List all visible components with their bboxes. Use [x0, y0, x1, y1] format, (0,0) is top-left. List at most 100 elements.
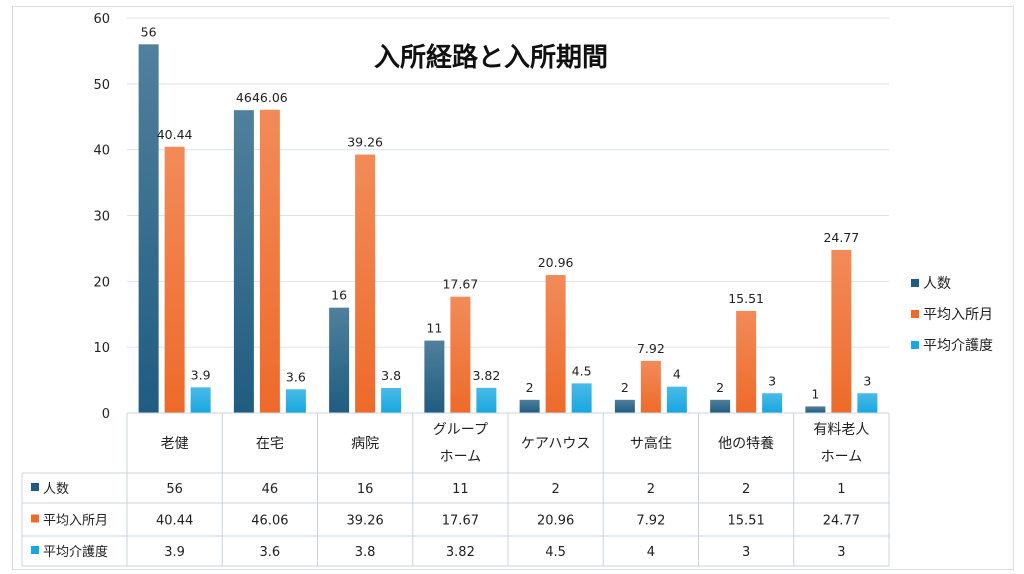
table-cell: 39.26 — [347, 514, 384, 529]
bar-平均入所月 — [450, 296, 471, 413]
table-cell: 24.77 — [823, 514, 860, 529]
data-label: 3.6 — [286, 369, 306, 384]
table-cell: 3 — [742, 545, 750, 560]
bar-平均入所月 — [164, 146, 185, 413]
data-label: 46.06 — [252, 90, 288, 105]
table-cell: 3.82 — [446, 545, 475, 560]
table-cell: 3 — [837, 545, 845, 560]
table-cell: 2 — [742, 482, 750, 497]
data-label: 2 — [621, 380, 629, 395]
table-cell: 4 — [647, 545, 655, 560]
legend-label: 平均介護度 — [923, 338, 993, 354]
legend-swatch — [911, 279, 919, 287]
bar-平均介護度 — [571, 383, 592, 413]
data-label: 20.96 — [538, 255, 574, 270]
table-cell: 16 — [357, 482, 374, 497]
x-tick-label: 他の特養 — [718, 435, 774, 452]
bar-人数 — [329, 307, 350, 413]
bar-平均入所月 — [831, 249, 852, 413]
bar-平均入所月 — [355, 154, 376, 413]
table-row-header: 平均入所月 — [43, 514, 108, 529]
y-tick-label: 50 — [93, 78, 110, 93]
table-legend-swatch — [31, 546, 39, 554]
bar-平均介護度 — [857, 393, 878, 413]
table-legend-swatch — [31, 483, 39, 491]
table-row-header: 人数 — [43, 482, 69, 497]
x-tick-label: サ高住 — [630, 435, 672, 452]
bar-人数 — [138, 44, 159, 413]
data-label: 3.82 — [472, 368, 500, 383]
table-cell: 7.92 — [636, 514, 665, 529]
data-label: 2 — [716, 380, 724, 395]
table-cell: 56 — [166, 482, 183, 497]
x-tick-label: 老健 — [161, 436, 189, 452]
chart-title: 入所経路と入所期間 — [374, 42, 608, 73]
data-label: 56 — [141, 24, 157, 39]
bar-人数 — [424, 340, 445, 413]
bar-平均入所月 — [640, 360, 661, 413]
x-tick-label: 病院 — [351, 436, 379, 452]
data-label: 1 — [811, 386, 819, 401]
y-tick-label: 60 — [93, 12, 110, 27]
bar-人数 — [710, 399, 731, 413]
table-row-header: 平均介護度 — [43, 544, 108, 560]
data-label: 7.92 — [637, 341, 665, 356]
table-cell: 3.8 — [355, 545, 376, 560]
y-tick-label: 20 — [93, 275, 110, 290]
bar-平均介護度 — [666, 386, 687, 413]
table-cell: 20.96 — [537, 514, 574, 529]
x-tick-label: 有料老人 — [813, 422, 869, 438]
bar-人数 — [519, 399, 540, 413]
bar-平均入所月 — [736, 310, 757, 413]
table-cell: 46 — [262, 482, 279, 497]
y-tick-label: 30 — [93, 210, 110, 225]
data-label: 3 — [863, 373, 871, 388]
x-tick-label: ホーム — [440, 449, 482, 465]
data-label: 39.26 — [347, 135, 383, 150]
table-cell: 15.51 — [728, 514, 765, 529]
legend-swatch — [911, 310, 919, 318]
bar-平均介護度 — [381, 387, 402, 413]
data-label: 3.8 — [381, 368, 401, 383]
bar-人数 — [805, 406, 826, 413]
bar-平均介護度 — [285, 389, 306, 413]
data-label: 17.67 — [442, 277, 478, 292]
x-tick-label: ケアハウス — [521, 436, 590, 452]
data-label: 4.5 — [572, 363, 592, 378]
x-tick-label: 在宅 — [256, 436, 284, 452]
table-cell: 17.67 — [442, 514, 479, 529]
bar-平均入所月 — [545, 275, 566, 413]
data-label: 4 — [673, 367, 681, 382]
table-cell: 3.9 — [164, 545, 185, 560]
table-cell: 1 — [837, 482, 845, 497]
bar-人数 — [614, 399, 635, 413]
table-cell: 40.44 — [156, 514, 193, 529]
data-label: 3.9 — [191, 367, 211, 382]
legend-swatch — [911, 341, 919, 349]
data-label: 24.77 — [823, 230, 859, 245]
x-tick-label: ホーム — [821, 449, 863, 465]
data-label: 11 — [426, 321, 442, 336]
table-cell: 2 — [647, 482, 655, 497]
bar-平均介護度 — [762, 393, 783, 413]
y-tick-label: 10 — [93, 341, 110, 356]
data-label: 40.44 — [157, 127, 193, 142]
bar-平均介護度 — [190, 387, 211, 413]
legend-label: 人数 — [923, 276, 951, 292]
table-cell: 2 — [551, 482, 559, 497]
data-label: 2 — [526, 380, 534, 395]
table-cell: 3.6 — [260, 545, 281, 560]
data-label: 3 — [768, 373, 776, 388]
data-label: 15.51 — [728, 291, 764, 306]
legend-label: 平均入所月 — [923, 307, 993, 323]
x-tick-label: グループ — [433, 422, 488, 438]
table-legend-swatch — [31, 514, 39, 523]
y-tick-label: 40 — [93, 144, 110, 159]
bar-平均入所月 — [259, 109, 280, 413]
y-tick-label: 0 — [102, 407, 110, 422]
bar-平均介護度 — [476, 387, 497, 413]
table-cell: 11 — [452, 482, 469, 497]
data-label: 16 — [331, 288, 347, 303]
data-label: 46 — [236, 90, 252, 105]
